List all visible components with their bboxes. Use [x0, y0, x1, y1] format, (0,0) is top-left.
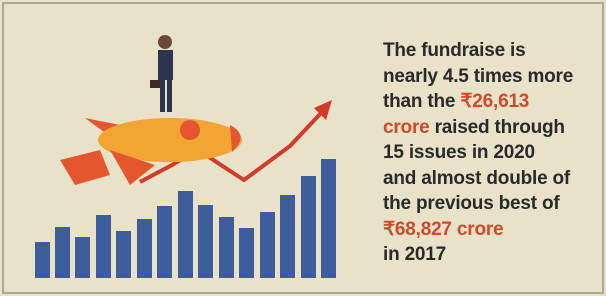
caption-line: in 2017: [383, 242, 573, 268]
caption-text: and almost double of: [383, 168, 570, 189]
caption-text: 15 issues in 2020: [383, 142, 535, 163]
caption-line: and almost double of: [383, 166, 573, 192]
caption-text: raised through: [430, 117, 565, 138]
caption-text: ₹26,613: [460, 91, 529, 112]
infographic: The fundraise isnearly 4.5 times moretha…: [0, 0, 606, 296]
businessman: [150, 35, 173, 112]
caption-line: The fundraise is: [383, 38, 573, 64]
caption-line: 15 issues in 2020: [383, 140, 573, 166]
caption-text: ₹68,827 crore: [383, 219, 503, 240]
caption-line: crore raised through: [383, 115, 573, 141]
caption-line: the previous best of: [383, 191, 573, 217]
caption-line: than the ₹26,613: [383, 89, 573, 115]
caption-line: ₹68,827 crore: [383, 217, 573, 243]
caption-line: nearly 4.5 times more: [383, 64, 573, 90]
caption-text: crore: [383, 117, 430, 138]
caption-text: nearly 4.5 times more: [383, 66, 573, 87]
caption-text: in 2017: [383, 244, 446, 265]
caption-text: than the: [383, 91, 460, 112]
caption-text: The fundraise is: [383, 40, 526, 61]
caption-text: the previous best of: [383, 193, 560, 214]
